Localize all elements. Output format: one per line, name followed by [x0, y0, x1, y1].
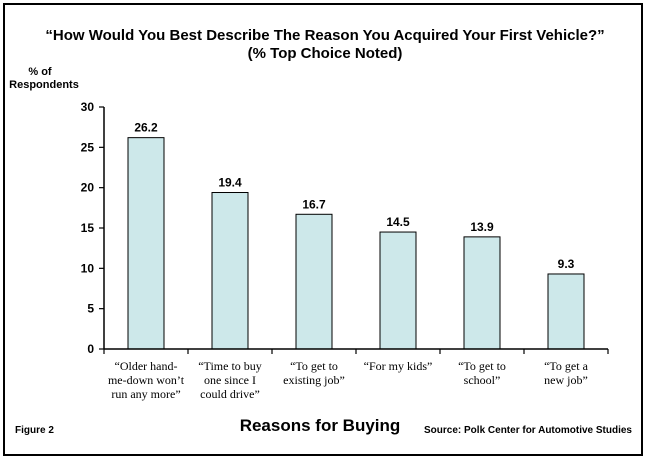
bar — [295, 213, 333, 350]
y-tick-label: 15 — [81, 221, 95, 235]
bar — [127, 137, 165, 350]
x-category-label: “Older hand-me-down won’t run any more” — [108, 359, 185, 401]
bar — [211, 192, 249, 350]
bar — [547, 273, 585, 350]
y-tick-label: 5 — [87, 302, 94, 316]
y-tick-label: 20 — [81, 181, 95, 195]
source-note: Source: Polk Center for Automotive Studi… — [424, 425, 632, 436]
y-axis-label-line2: Respondents — [9, 79, 79, 91]
bar-value-label: 14.5 — [386, 215, 410, 229]
chart-title-line1: “How Would You Best Describe The Reason … — [45, 27, 604, 44]
x-category-label: “To get a new job” — [544, 359, 588, 387]
bar-value-label: 9.3 — [558, 257, 575, 271]
x-category-label: “To get to existing job” — [283, 359, 345, 387]
y-axis-label-line1: % of — [28, 66, 52, 78]
y-tick-label: 30 — [81, 100, 95, 114]
y-tick-label: 10 — [81, 261, 95, 275]
y-tick-label: 25 — [81, 140, 95, 154]
bar — [463, 236, 501, 350]
y-tick-label: 0 — [87, 342, 94, 356]
bar-value-label: 13.9 — [470, 220, 494, 234]
x-category-label: “To get to school” — [458, 359, 506, 387]
bar — [379, 231, 417, 350]
bar-value-label: 26.2 — [134, 121, 158, 135]
figure-label: Figure 2 — [15, 425, 54, 436]
bar-value-label: 16.7 — [302, 197, 326, 211]
x-axis-label: Reasons for Buying — [240, 416, 401, 435]
chart-title-line2: (% Top Choice Noted) — [248, 45, 403, 62]
x-category-label: “For my kids” — [364, 359, 433, 373]
bar-value-label: 19.4 — [218, 176, 242, 190]
